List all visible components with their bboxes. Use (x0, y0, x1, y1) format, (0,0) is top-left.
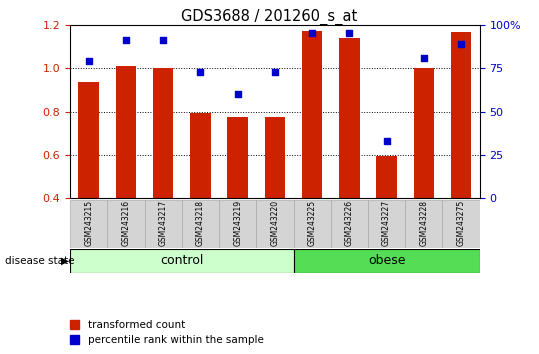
Text: GSM243220: GSM243220 (271, 200, 279, 246)
Bar (182, 200, 219, 248)
Bar (339, 38, 360, 198)
Point (122, 38, 130, 43)
Text: obese: obese (368, 255, 405, 267)
Text: GSM243225: GSM243225 (308, 200, 316, 246)
Bar (116, 66, 136, 198)
Bar (70, 200, 107, 248)
Text: ▶: ▶ (61, 256, 70, 266)
Text: GSM243218: GSM243218 (196, 200, 205, 246)
Bar (331, 200, 368, 248)
Bar (107, 200, 144, 248)
Bar (413, 68, 434, 198)
Bar (302, 31, 322, 198)
Bar (294, 249, 480, 273)
Bar (451, 32, 471, 198)
Point (85, 58, 93, 64)
Bar (144, 200, 182, 248)
Text: GSM243227: GSM243227 (382, 200, 391, 246)
Point (159, 38, 168, 43)
Point (196, 69, 205, 74)
Bar (190, 113, 211, 198)
Text: GSM243215: GSM243215 (84, 200, 93, 246)
Bar (405, 200, 443, 248)
Bar (294, 200, 331, 248)
Point (271, 69, 279, 74)
Text: GSM243275: GSM243275 (457, 200, 466, 246)
Bar (153, 68, 174, 198)
Text: GSM243219: GSM243219 (233, 200, 242, 246)
Text: GSM243217: GSM243217 (158, 200, 168, 246)
Text: GSM243226: GSM243226 (345, 200, 354, 246)
Bar (79, 82, 99, 198)
Bar (443, 200, 480, 248)
Legend: transformed count, percentile rank within the sample: transformed count, percentile rank withi… (70, 320, 264, 345)
Point (457, 41, 465, 47)
Bar (368, 200, 405, 248)
Bar (70, 249, 294, 273)
Point (382, 138, 391, 144)
Bar (227, 117, 248, 198)
Text: disease state: disease state (5, 256, 75, 266)
Point (233, 91, 242, 97)
Point (419, 55, 428, 61)
Text: control: control (160, 255, 204, 267)
Point (308, 30, 316, 36)
Point (345, 30, 354, 36)
Bar (219, 200, 256, 248)
Bar (256, 200, 294, 248)
Text: GDS3688 / 201260_s_at: GDS3688 / 201260_s_at (182, 9, 357, 25)
Text: GSM243228: GSM243228 (419, 200, 429, 246)
Bar (376, 156, 397, 198)
Bar (265, 117, 285, 198)
Text: GSM243216: GSM243216 (121, 200, 130, 246)
